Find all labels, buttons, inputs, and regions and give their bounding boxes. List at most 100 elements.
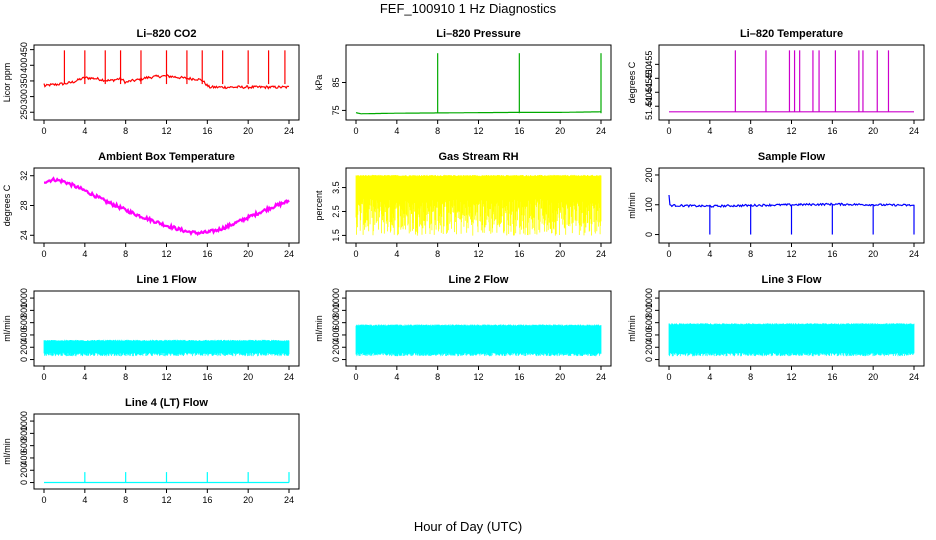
y-tick-label: 400 — [331, 327, 341, 342]
panel-title: Li–820 Pressure — [436, 28, 520, 40]
y-tick-label: 0 — [331, 357, 341, 362]
x-tick-label: 8 — [123, 372, 128, 382]
x-tick-label: 8 — [435, 372, 440, 382]
y-tick-label: 600 — [19, 315, 29, 330]
y-tick-label: 400 — [19, 327, 29, 342]
x-tick-label: 24 — [909, 249, 919, 259]
figure-title: FEF_100910 1 Hz Diagnostics — [380, 1, 557, 16]
x-tick-label: 8 — [435, 249, 440, 259]
panel-5: Gas Stream RH 0 4 8 12 16 20 24 1.5 2.5 3.5 percent — [314, 151, 612, 259]
y-tick-label: 200 — [644, 167, 654, 182]
x-tick-label: 12 — [161, 249, 171, 259]
series-group — [668, 323, 915, 357]
y-tick-label: 51.440 — [644, 92, 654, 120]
x-tick-label: 16 — [202, 372, 212, 382]
x-tick-label: 0 — [353, 126, 358, 136]
x-tick-label: 24 — [284, 126, 294, 136]
plot-frame — [345, 44, 612, 121]
y-tick-label: 51.445 — [644, 79, 654, 107]
x-tick-label: 16 — [827, 249, 837, 259]
series-line — [355, 111, 601, 115]
x-tick-label: 24 — [909, 372, 919, 382]
panel-6: Sample Flow 0 4 8 12 16 20 24 0 100 200 ml/min — [627, 151, 925, 259]
x-tick-label: 8 — [748, 372, 753, 382]
x-tick-label: 4 — [394, 249, 399, 259]
y-tick-label: 250 — [19, 105, 29, 120]
x-tick-label: 8 — [748, 126, 753, 136]
panel-title: Line 4 (LT) Flow — [125, 397, 208, 409]
series-group — [355, 53, 602, 115]
panel-title: Line 1 Flow — [137, 274, 197, 286]
y-axis-label: Licor ppm — [2, 63, 12, 103]
y-tick-label: 75 — [331, 105, 341, 115]
x-tick-label: 20 — [555, 126, 565, 136]
x-tick-label: 4 — [394, 372, 399, 382]
x-tick-label: 20 — [868, 249, 878, 259]
y-axis-label: degrees C — [627, 61, 637, 103]
panel-3: Li–820 Temperature 0 4 8 12 16 20 24 51.44051.44… — [627, 28, 925, 136]
y-tick-label: 51.455 — [644, 51, 654, 79]
x-tick-label: 16 — [827, 372, 837, 382]
x-tick-label: 0 — [41, 249, 46, 259]
series-group — [44, 472, 290, 484]
y-tick-label: 350 — [19, 73, 29, 88]
y-tick-label: 1000 — [19, 411, 29, 431]
x-tick-label: 20 — [555, 372, 565, 382]
x-tick-label: 20 — [243, 126, 253, 136]
panel-title: Ambient Box Temperature — [98, 151, 235, 163]
x-tick-label: 0 — [353, 249, 358, 259]
y-tick-label: 200 — [331, 340, 341, 355]
y-axis-label: ml/min — [627, 315, 637, 342]
series-group — [43, 50, 290, 90]
x-tick-label: 8 — [123, 249, 128, 259]
y-tick-label: 1.5 — [331, 229, 341, 242]
y-tick-label: 400 — [19, 450, 29, 465]
x-tick-label: 24 — [284, 372, 294, 382]
x-tick-label: 20 — [243, 372, 253, 382]
series-group — [43, 339, 290, 357]
y-tick-label: 1000 — [19, 288, 29, 308]
plot-frame — [33, 167, 300, 244]
y-tick-label: 200 — [19, 463, 29, 478]
x-tick-label: 16 — [202, 249, 212, 259]
y-tick-label: 0 — [19, 357, 29, 362]
y-tick-label: 400 — [644, 327, 654, 342]
series-group — [355, 174, 602, 236]
figure-x-axis-label: Hour of Day (UTC) — [414, 519, 522, 534]
panel-4: Ambient Box Temperature 0 4 8 12 16 20 24 24 28 32… — [2, 151, 300, 259]
series-group — [669, 50, 914, 113]
y-axis-label: percent — [314, 190, 324, 221]
x-tick-label: 24 — [596, 249, 606, 259]
series-group — [668, 194, 915, 235]
x-tick-label: 24 — [909, 126, 919, 136]
y-axis-label: ml/min — [2, 438, 12, 465]
x-tick-label: 16 — [514, 126, 524, 136]
x-tick-label: 12 — [161, 372, 171, 382]
x-tick-label: 16 — [514, 372, 524, 382]
x-tick-label: 4 — [707, 126, 712, 136]
series-band — [43, 339, 290, 357]
panel-title: Line 3 Flow — [762, 274, 822, 286]
y-tick-label: 600 — [331, 315, 341, 330]
y-tick-label: 400 — [19, 58, 29, 73]
y-tick-label: 100 — [644, 197, 654, 212]
series-band — [668, 323, 915, 357]
x-tick-label: 24 — [284, 495, 294, 505]
x-tick-label: 20 — [555, 249, 565, 259]
y-axis-label: ml/min — [627, 192, 637, 219]
y-tick-label: 32 — [19, 171, 29, 181]
y-tick-label: 0 — [644, 232, 654, 237]
x-tick-label: 8 — [435, 126, 440, 136]
x-tick-label: 12 — [473, 372, 483, 382]
y-tick-label: 200 — [644, 340, 654, 355]
x-tick-label: 20 — [868, 372, 878, 382]
y-tick-label: 0 — [644, 357, 654, 362]
x-tick-label: 20 — [243, 495, 253, 505]
y-tick-label: 2.5 — [331, 205, 341, 218]
y-tick-label: 450 — [19, 42, 29, 57]
y-tick-label: 800 — [644, 303, 654, 318]
y-axis-label: ml/min — [2, 315, 12, 342]
